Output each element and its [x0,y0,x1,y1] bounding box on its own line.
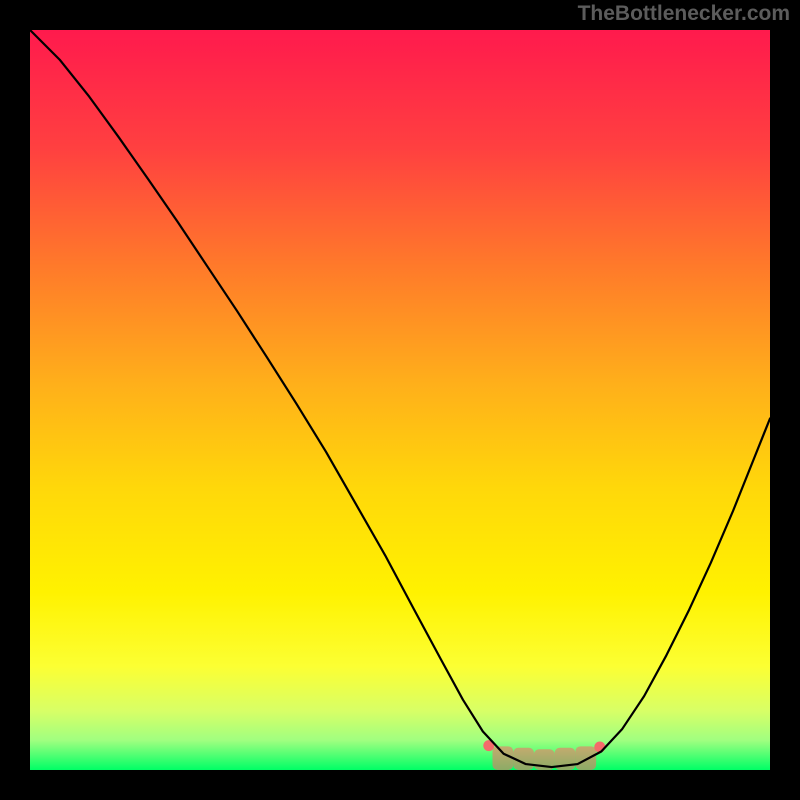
plot-area [30,30,770,770]
curve-layer [30,30,770,770]
bottleneck-curve [30,30,770,767]
watermark-text: TheBottlenecker.com [578,2,790,26]
chart-container: TheBottlenecker.com [0,0,800,800]
